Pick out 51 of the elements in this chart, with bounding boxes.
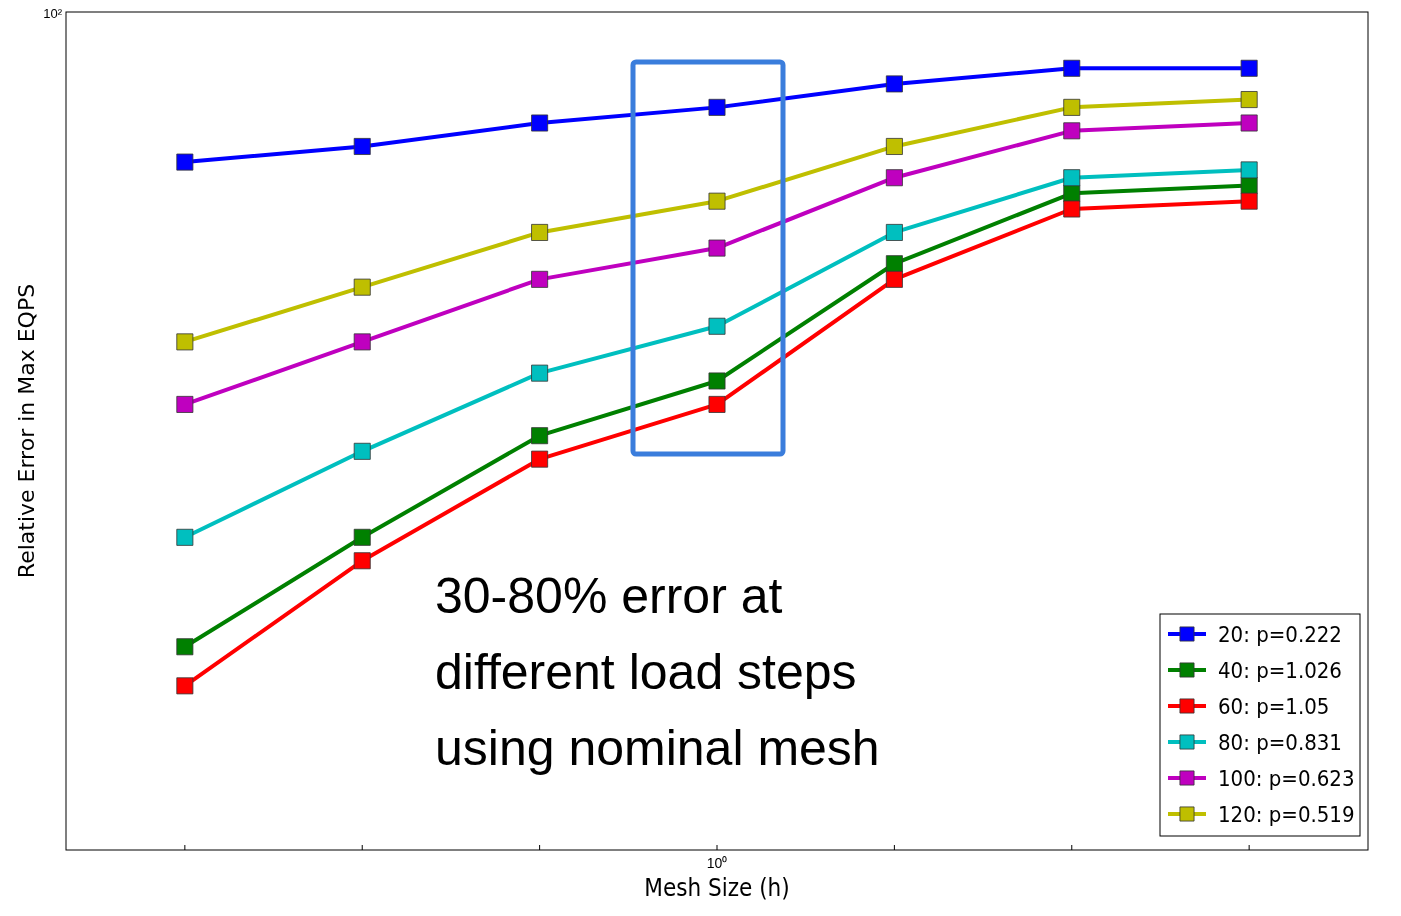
- text: 10²: [43, 6, 63, 21]
- legend-label: 40: p=1.026: [1218, 657, 1342, 683]
- point: [885, 270, 903, 288]
- point: [885, 137, 903, 155]
- point: [531, 364, 549, 382]
- legend-label: 100: p=0.623: [1218, 765, 1355, 791]
- point: [353, 528, 371, 546]
- point: [353, 137, 371, 155]
- legend-label: 80: p=0.831: [1218, 729, 1342, 755]
- point: [708, 395, 726, 413]
- point: [176, 528, 194, 546]
- point: [1240, 161, 1258, 179]
- legend-label: 20: p=0.222: [1218, 621, 1342, 647]
- point: [531, 223, 549, 241]
- point: [708, 192, 726, 210]
- point: [531, 450, 549, 468]
- legend-label: 120: p=0.519: [1218, 801, 1355, 827]
- y-axis-title: Relative Error in Max EQPS: [14, 283, 39, 579]
- point: [708, 372, 726, 390]
- point: [176, 333, 194, 351]
- point: [885, 75, 903, 93]
- point: [1063, 169, 1081, 187]
- point: [176, 153, 194, 171]
- point: [176, 638, 194, 656]
- x-axis-title: Mesh Size (h): [644, 874, 790, 902]
- legend-label: 60: p=1.05: [1218, 693, 1330, 719]
- point: [885, 169, 903, 187]
- annotation: 30-80% error at different load steps using nominal mesh: [435, 568, 880, 776]
- point: [531, 114, 549, 132]
- point: [531, 427, 549, 445]
- point: [353, 442, 371, 460]
- point: [176, 677, 194, 695]
- point: [708, 317, 726, 335]
- point: [1063, 200, 1081, 218]
- point: [1063, 59, 1081, 77]
- text: 10⁰: [706, 855, 728, 871]
- point: [1063, 98, 1081, 116]
- point: [1240, 91, 1258, 109]
- point: [176, 395, 194, 413]
- point: [353, 278, 371, 296]
- point: [1240, 59, 1258, 77]
- point: [885, 255, 903, 273]
- point: [353, 552, 371, 570]
- point: [531, 270, 549, 288]
- point: [708, 239, 726, 257]
- point: [1063, 122, 1081, 140]
- point: [1240, 114, 1258, 132]
- point: [885, 223, 903, 241]
- point: [353, 333, 371, 351]
- point: [1240, 192, 1258, 210]
- point: [708, 98, 726, 116]
